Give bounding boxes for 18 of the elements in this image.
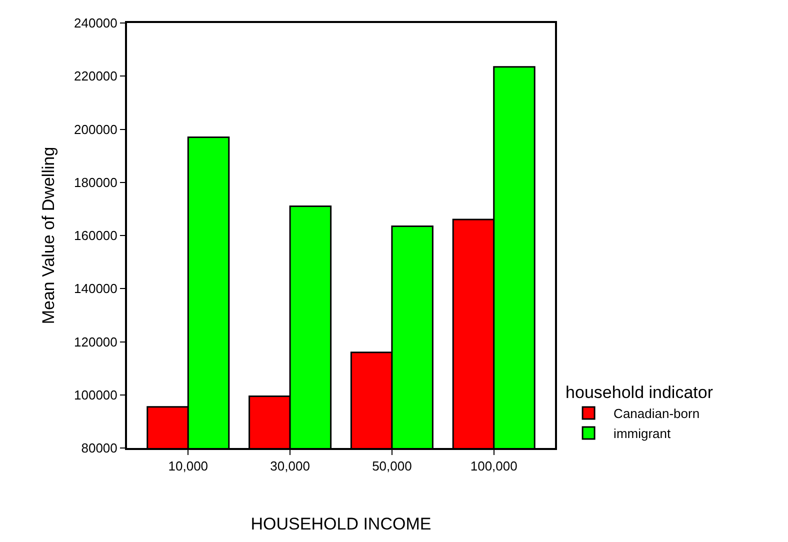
y-tick-label: 140000 [74,281,118,296]
legend-title: household indicator [566,383,714,402]
y-axis-title: Mean Value of Dwelling [39,146,58,324]
y-tick-label: 220000 [74,68,118,84]
y-tick-label: 120000 [74,334,118,350]
legend-label: Canadian-born [614,406,700,422]
x-tick-label: 30,000 [270,458,310,474]
x-tick-label: 50,000 [372,458,412,474]
y-tick-label: 80000 [81,440,118,456]
y-tick-label: 100000 [74,387,118,402]
x-tick-label: 10,000 [168,458,208,474]
x-tick-label: 100,000 [470,458,518,474]
legend-label: immigrant [614,426,672,442]
y-tick-label: 180000 [74,174,118,190]
y-tick-label: 200000 [74,122,118,137]
y-tick-label: 240000 [74,16,118,31]
x-axis-title: HOUSEHOLD INCOME [250,514,432,534]
y-tick-label: 160000 [74,228,118,244]
